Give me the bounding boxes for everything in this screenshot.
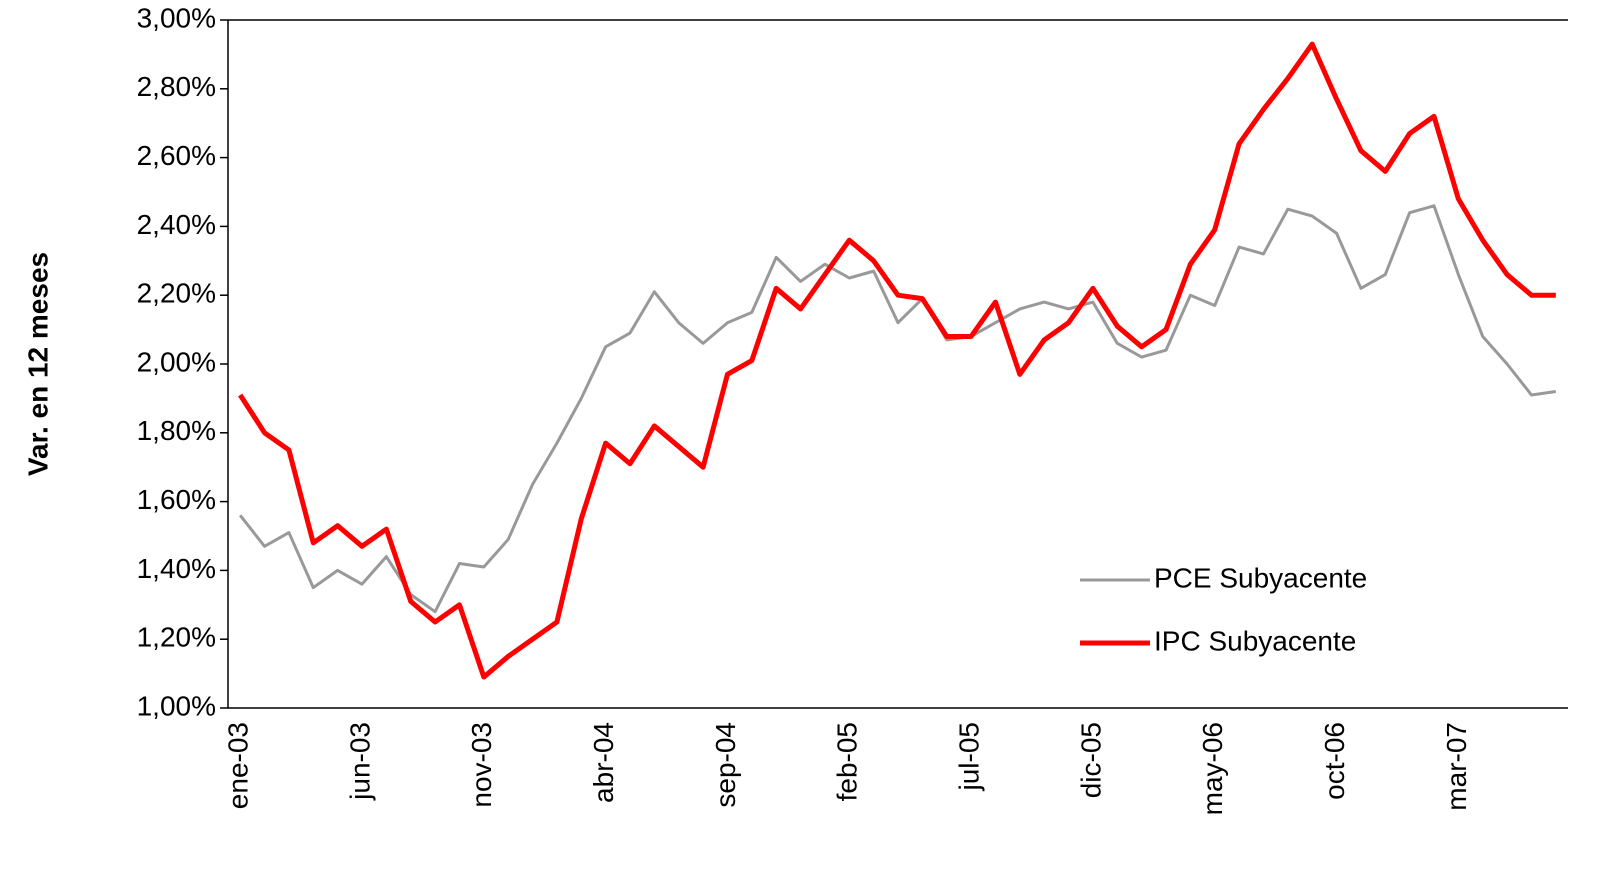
legend-label: PCE Subyacente xyxy=(1154,562,1367,593)
y-tick-label: 1,60% xyxy=(137,484,216,515)
x-tick-label: feb-05 xyxy=(832,722,863,801)
x-tick-label: dic-05 xyxy=(1075,722,1106,798)
x-tick-label: mar-07 xyxy=(1441,722,1472,811)
y-axis-title: Var. en 12 meses xyxy=(22,252,53,476)
series-line xyxy=(238,41,1556,680)
y-tick-label: 2,00% xyxy=(137,346,216,377)
y-tick-label: 1,40% xyxy=(137,553,216,584)
x-tick-label: oct-06 xyxy=(1319,722,1350,800)
plot-frame xyxy=(227,19,1568,709)
y-tick-label: 1,20% xyxy=(137,622,216,653)
x-tick-label: jun-03 xyxy=(344,722,375,801)
series-line xyxy=(239,204,1557,614)
y-tick-label: 3,00% xyxy=(137,2,216,33)
x-tick-label: may-06 xyxy=(1197,722,1228,815)
y-tick-label: 2,20% xyxy=(137,278,216,309)
legend-label: IPC Subyacente xyxy=(1154,625,1356,656)
x-tick-label: abr-04 xyxy=(588,722,619,803)
y-tick-label: 1,00% xyxy=(137,690,216,721)
x-tick-label: jul-05 xyxy=(953,722,984,791)
x-tick-label: nov-03 xyxy=(466,722,497,808)
x-tick-label: sep-04 xyxy=(710,722,741,808)
y-tick-label: 2,80% xyxy=(137,71,216,102)
y-tick-label: 2,40% xyxy=(137,209,216,240)
x-tick-label: ene-03 xyxy=(223,722,254,809)
y-tick-label: 2,60% xyxy=(137,140,216,171)
y-tick-label: 1,80% xyxy=(137,415,216,446)
